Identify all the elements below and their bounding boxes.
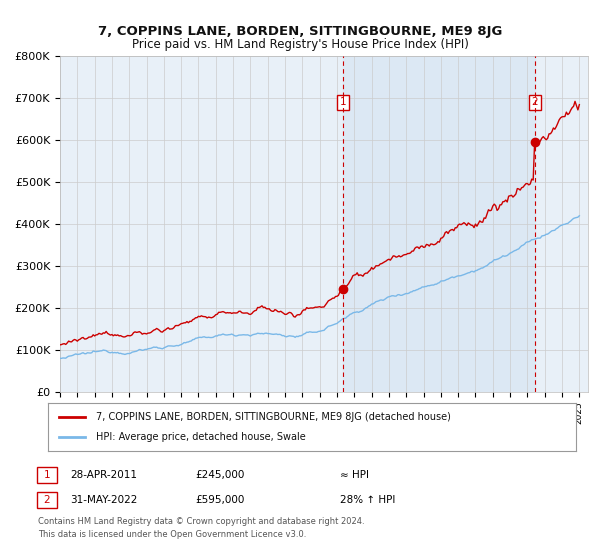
Text: 28-APR-2011: 28-APR-2011 — [70, 470, 137, 480]
Text: 7, COPPINS LANE, BORDEN, SITTINGBOURNE, ME9 8JG (detached house): 7, COPPINS LANE, BORDEN, SITTINGBOURNE, … — [95, 412, 451, 422]
Text: 31-MAY-2022: 31-MAY-2022 — [70, 495, 137, 505]
Text: Contains HM Land Registry data © Crown copyright and database right 2024.
This d: Contains HM Land Registry data © Crown c… — [38, 517, 365, 539]
Text: ≈ HPI: ≈ HPI — [340, 470, 369, 480]
Text: £595,000: £595,000 — [195, 495, 244, 505]
FancyBboxPatch shape — [37, 467, 57, 483]
Text: £245,000: £245,000 — [195, 470, 244, 480]
Text: 2: 2 — [532, 97, 538, 107]
Bar — [343, 56, 535, 392]
Text: Price paid vs. HM Land Registry's House Price Index (HPI): Price paid vs. HM Land Registry's House … — [131, 38, 469, 50]
Text: 2: 2 — [44, 495, 50, 505]
Text: 1: 1 — [44, 470, 50, 480]
Text: HPI: Average price, detached house, Swale: HPI: Average price, detached house, Swal… — [95, 432, 305, 442]
Text: 28% ↑ HPI: 28% ↑ HPI — [340, 495, 395, 505]
Text: 1: 1 — [340, 97, 346, 107]
Text: 7, COPPINS LANE, BORDEN, SITTINGBOURNE, ME9 8JG: 7, COPPINS LANE, BORDEN, SITTINGBOURNE, … — [98, 25, 502, 38]
FancyBboxPatch shape — [37, 492, 57, 508]
